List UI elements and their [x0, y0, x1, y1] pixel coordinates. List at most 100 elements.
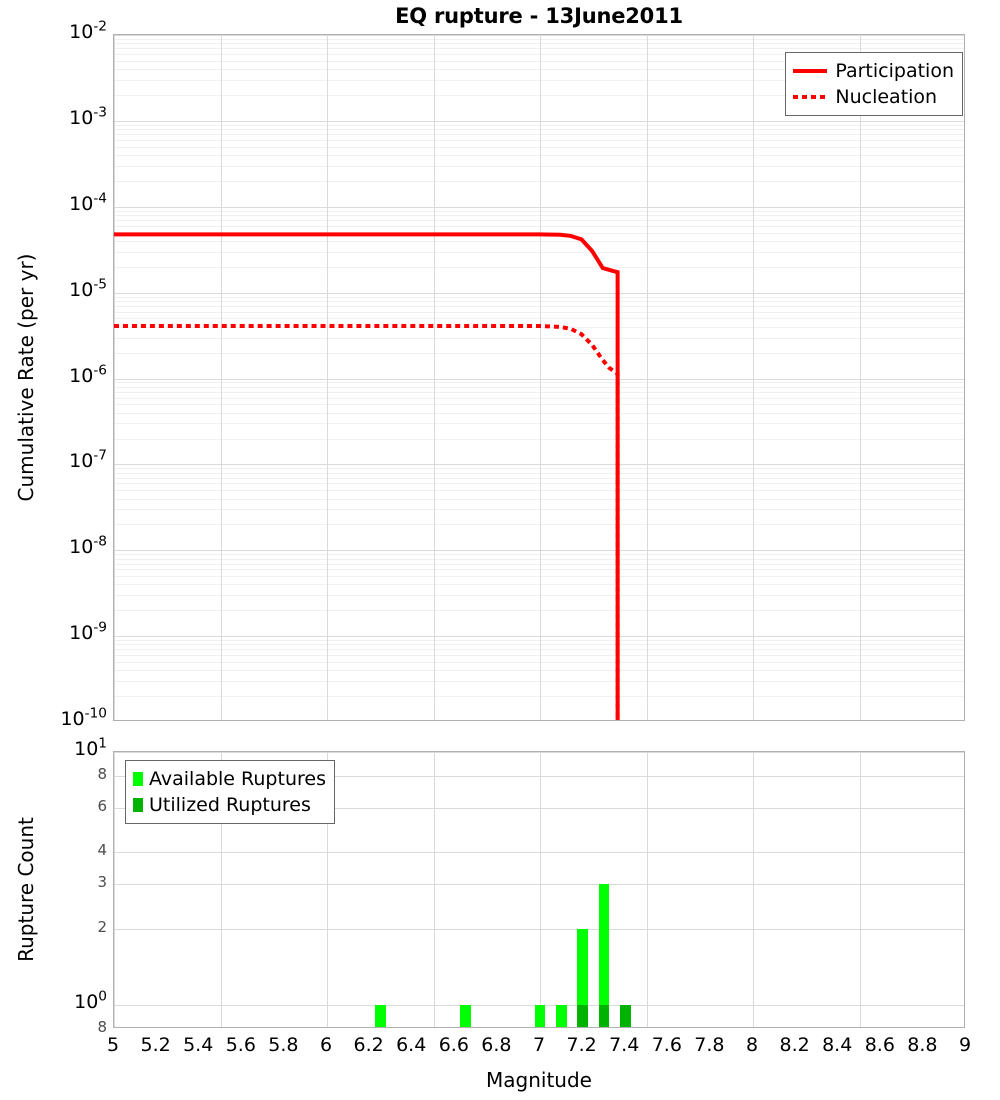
gridline-horizontal-minor [114, 38, 964, 40]
gridline-horizontal-minor [114, 139, 964, 141]
gridline-vertical [540, 35, 541, 720]
gridline-horizontal-minor [114, 563, 964, 565]
y-tick-label: 8 [97, 765, 107, 784]
gridline-horizontal [114, 636, 964, 638]
gridline-horizontal [114, 928, 964, 930]
gridline-vertical [433, 35, 435, 720]
gridline-horizontal-minor [114, 438, 964, 440]
gridline-vertical [540, 752, 541, 1027]
gridline-horizontal-minor [114, 404, 964, 406]
gridline-horizontal-minor [114, 318, 964, 320]
gridline-horizontal-minor [114, 649, 964, 651]
gridline-horizontal [114, 884, 964, 886]
gridline-horizontal-minor [114, 129, 964, 131]
rupture-bar [598, 1004, 610, 1027]
gridline-horizontal-minor [114, 266, 964, 268]
gridline-horizontal-minor [114, 134, 964, 136]
gridline-vertical [859, 35, 861, 720]
x-tick-label: 8.4 [822, 1034, 853, 1056]
gridline-horizontal-minor [114, 558, 964, 560]
gridline-horizontal-minor [114, 640, 964, 642]
x-tick-label: 5.8 [268, 1034, 299, 1056]
rupture-bar [374, 1004, 386, 1027]
gridline-horizontal-minor [114, 54, 964, 56]
gridline-horizontal-minor [114, 69, 964, 71]
curve-nucleation [114, 323, 620, 720]
rupture-bar [534, 1004, 546, 1027]
legend-item-utilized-ruptures[interactable]: Utilized Ruptures [133, 792, 326, 818]
x-tick-label: 7.6 [651, 1034, 682, 1056]
x-tick-label: 8.2 [779, 1034, 810, 1056]
gridline-horizontal-minor [114, 661, 964, 663]
gridline-horizontal-minor [114, 124, 964, 126]
x-tick-label: 8 [745, 1034, 759, 1056]
gridline-vertical [646, 35, 648, 720]
gridline-horizontal-minor [114, 48, 964, 50]
rupture-bar [577, 928, 588, 1027]
gridline-horizontal-minor [114, 95, 964, 97]
gridline-horizontal [114, 206, 964, 208]
curve-participation [114, 232, 620, 720]
legend-label-participation: Participation [835, 60, 954, 82]
gridline-horizontal [114, 35, 964, 36]
gridline-horizontal-minor [114, 391, 964, 393]
gridline-horizontal [114, 776, 964, 778]
gridline-horizontal [114, 808, 964, 810]
y-tick-label: 8 [97, 1018, 107, 1036]
gridline-horizontal-minor [114, 225, 964, 227]
gridline-horizontal-minor [114, 352, 964, 354]
gridline-horizontal-minor [114, 412, 964, 414]
gridline-horizontal-minor [114, 490, 964, 492]
gridline-horizontal-minor [114, 155, 964, 157]
y-axis-label-cumulative-rate: Cumulative Rate (per yr) [14, 253, 38, 502]
gridline-horizontal-minor [114, 595, 964, 597]
rupture-bar [619, 1004, 631, 1027]
gridline-vertical [433, 752, 435, 1027]
legend-item-nucleation[interactable]: Nucleation [793, 84, 954, 110]
cumulative-rate-plot: Participation Nucleation [113, 34, 965, 721]
x-tick-label: 6 [319, 1034, 333, 1056]
y-tick-label: 10-6 [69, 362, 107, 387]
x-tick-label: 7.8 [694, 1034, 725, 1056]
x-tick-label: 6.6 [438, 1034, 469, 1056]
y-tick-label: 10-7 [69, 448, 107, 473]
gridline-horizontal [114, 120, 964, 122]
gridline-horizontal-minor [114, 311, 964, 313]
legend-label-nucleation: Nucleation [835, 86, 938, 108]
gridline-vertical [753, 752, 754, 1027]
gridline-horizontal-minor [114, 220, 964, 222]
gridline-horizontal-minor [114, 477, 964, 479]
gridline-vertical [327, 35, 328, 720]
gridline-horizontal-minor [114, 423, 964, 425]
chart-title: EQ rupture - 13June2011 [395, 4, 683, 28]
gridline-vertical [646, 752, 648, 1027]
legend-item-available-ruptures[interactable]: Available Ruptures [133, 766, 326, 792]
rupture-bar [577, 1004, 588, 1027]
x-axis-label-magnitude: Magnitude [486, 1068, 592, 1092]
legend-item-participation[interactable]: Participation [793, 58, 954, 84]
gridline-horizontal-minor [114, 569, 964, 571]
gridline-horizontal-minor [114, 79, 964, 81]
x-tick-label: 5.2 [140, 1034, 171, 1056]
gridline-horizontal-minor [114, 165, 964, 167]
y-tick-label: 6 [97, 797, 107, 816]
x-tick-label: 5.6 [225, 1034, 256, 1056]
rupture-bar [555, 1004, 567, 1027]
available-ruptures-swatch-icon [133, 772, 143, 786]
x-tick-label: 5 [106, 1034, 120, 1056]
gridline-horizontal-minor [114, 584, 964, 586]
gridline-horizontal-minor [114, 382, 964, 384]
y-tick-label: 10-4 [69, 190, 107, 215]
gridline-horizontal [114, 292, 964, 294]
utilized-ruptures-swatch-icon [133, 798, 143, 812]
y-tick-label: 10-10 [60, 705, 107, 730]
gridline-vertical [327, 752, 328, 1027]
gridline-vertical [859, 752, 861, 1027]
gridline-horizontal-minor [114, 696, 964, 698]
x-tick-label: 8.8 [907, 1034, 938, 1056]
gridline-horizontal-minor [114, 215, 964, 217]
rupture-bar [598, 884, 610, 1027]
gridline-horizontal-minor [114, 610, 964, 612]
gridline-horizontal-minor [114, 472, 964, 474]
